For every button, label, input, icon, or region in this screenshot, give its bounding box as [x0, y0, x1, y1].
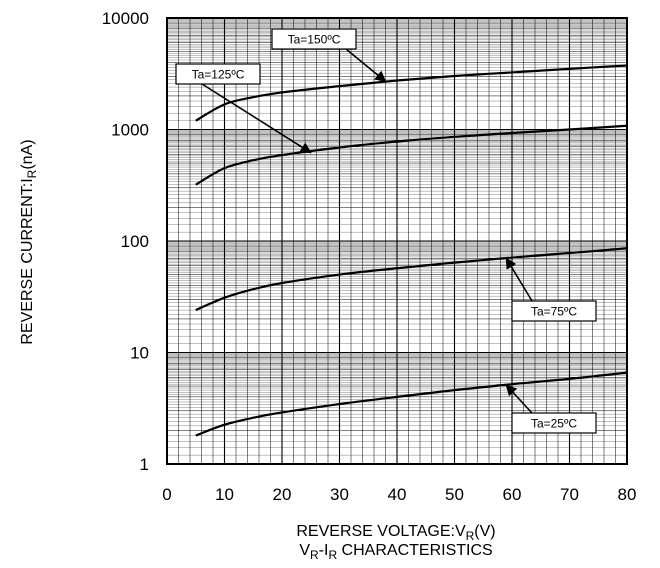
- x-tick-label: 0: [162, 485, 171, 504]
- annotation-label-1: Ta=125ºC: [192, 68, 245, 82]
- x-tick-label: 40: [388, 485, 407, 504]
- x-tick-labels: 0 10 20 30 40 50 60 70 80: [162, 485, 636, 504]
- annotation-box-3: [511, 412, 597, 434]
- y-tick-labels: 1 10 100 1000 10000: [102, 9, 149, 474]
- x-tick-label: 30: [330, 485, 349, 504]
- series-line-3: [195, 371, 628, 437]
- annotation-box-0: [271, 28, 357, 50]
- y-tick-label: 100: [121, 232, 149, 251]
- annotation-arrow-2: [505, 257, 533, 302]
- x-tick-label: 60: [503, 485, 522, 504]
- plot-frame: [166, 17, 628, 465]
- y-tick-label: 10: [130, 344, 149, 363]
- chart-caption: VR-IR CHARACTERISTICS: [299, 542, 492, 562]
- y-tick-label: 1000: [111, 121, 149, 140]
- x-tick-label: 50: [445, 485, 464, 504]
- annotation-label-3: Ta=25ºC: [531, 417, 577, 431]
- series-curves: [195, 64, 628, 437]
- annotations: Ta=150ºC Ta=125ºC Ta=75ºC Ta=25ºC: [175, 28, 597, 434]
- x-tick-label: 70: [560, 485, 579, 504]
- series-line-0: [195, 64, 628, 122]
- y-tick-label: 10000: [102, 9, 149, 28]
- x-axis-title: REVERSE VOLTAGE:VR(V): [296, 523, 495, 543]
- x-tick-label: 20: [273, 485, 292, 504]
- series-line-2: [195, 247, 628, 312]
- annotation-label-2: Ta=75ºC: [531, 305, 577, 319]
- series-line-1: [195, 124, 628, 186]
- y-tick-label: 1: [140, 455, 149, 474]
- x-tick-label: 80: [618, 485, 637, 504]
- annotation-arrow-1: [201, 83, 312, 154]
- y-axis-title: REVERSE CURRENT:IR(nA): [19, 139, 39, 344]
- annotation-label-0: Ta=150ºC: [288, 33, 341, 47]
- annotation-box-1: [175, 63, 261, 85]
- annotation-arrow-0: [345, 48, 387, 83]
- x-tick-label: 10: [215, 485, 234, 504]
- annotation-arrow-3: [505, 384, 533, 414]
- annotation-box-2: [511, 300, 597, 322]
